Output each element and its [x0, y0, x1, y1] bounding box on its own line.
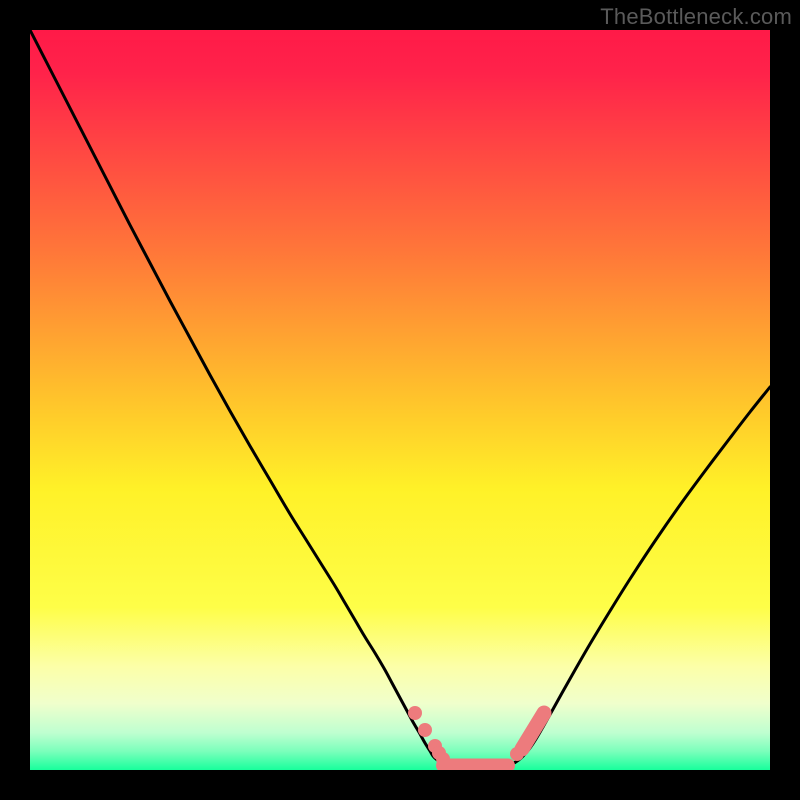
figure-root: TheBottleneck.com — [0, 0, 800, 800]
plot-area — [30, 30, 770, 770]
marker-right-capsule — [522, 713, 544, 749]
marker-dot — [418, 723, 432, 737]
left-curve-line — [30, 30, 450, 765]
right-curve-line — [515, 387, 770, 763]
curves-layer — [30, 30, 770, 770]
marker-dot — [408, 706, 422, 720]
watermark-text: TheBottleneck.com — [600, 4, 792, 30]
